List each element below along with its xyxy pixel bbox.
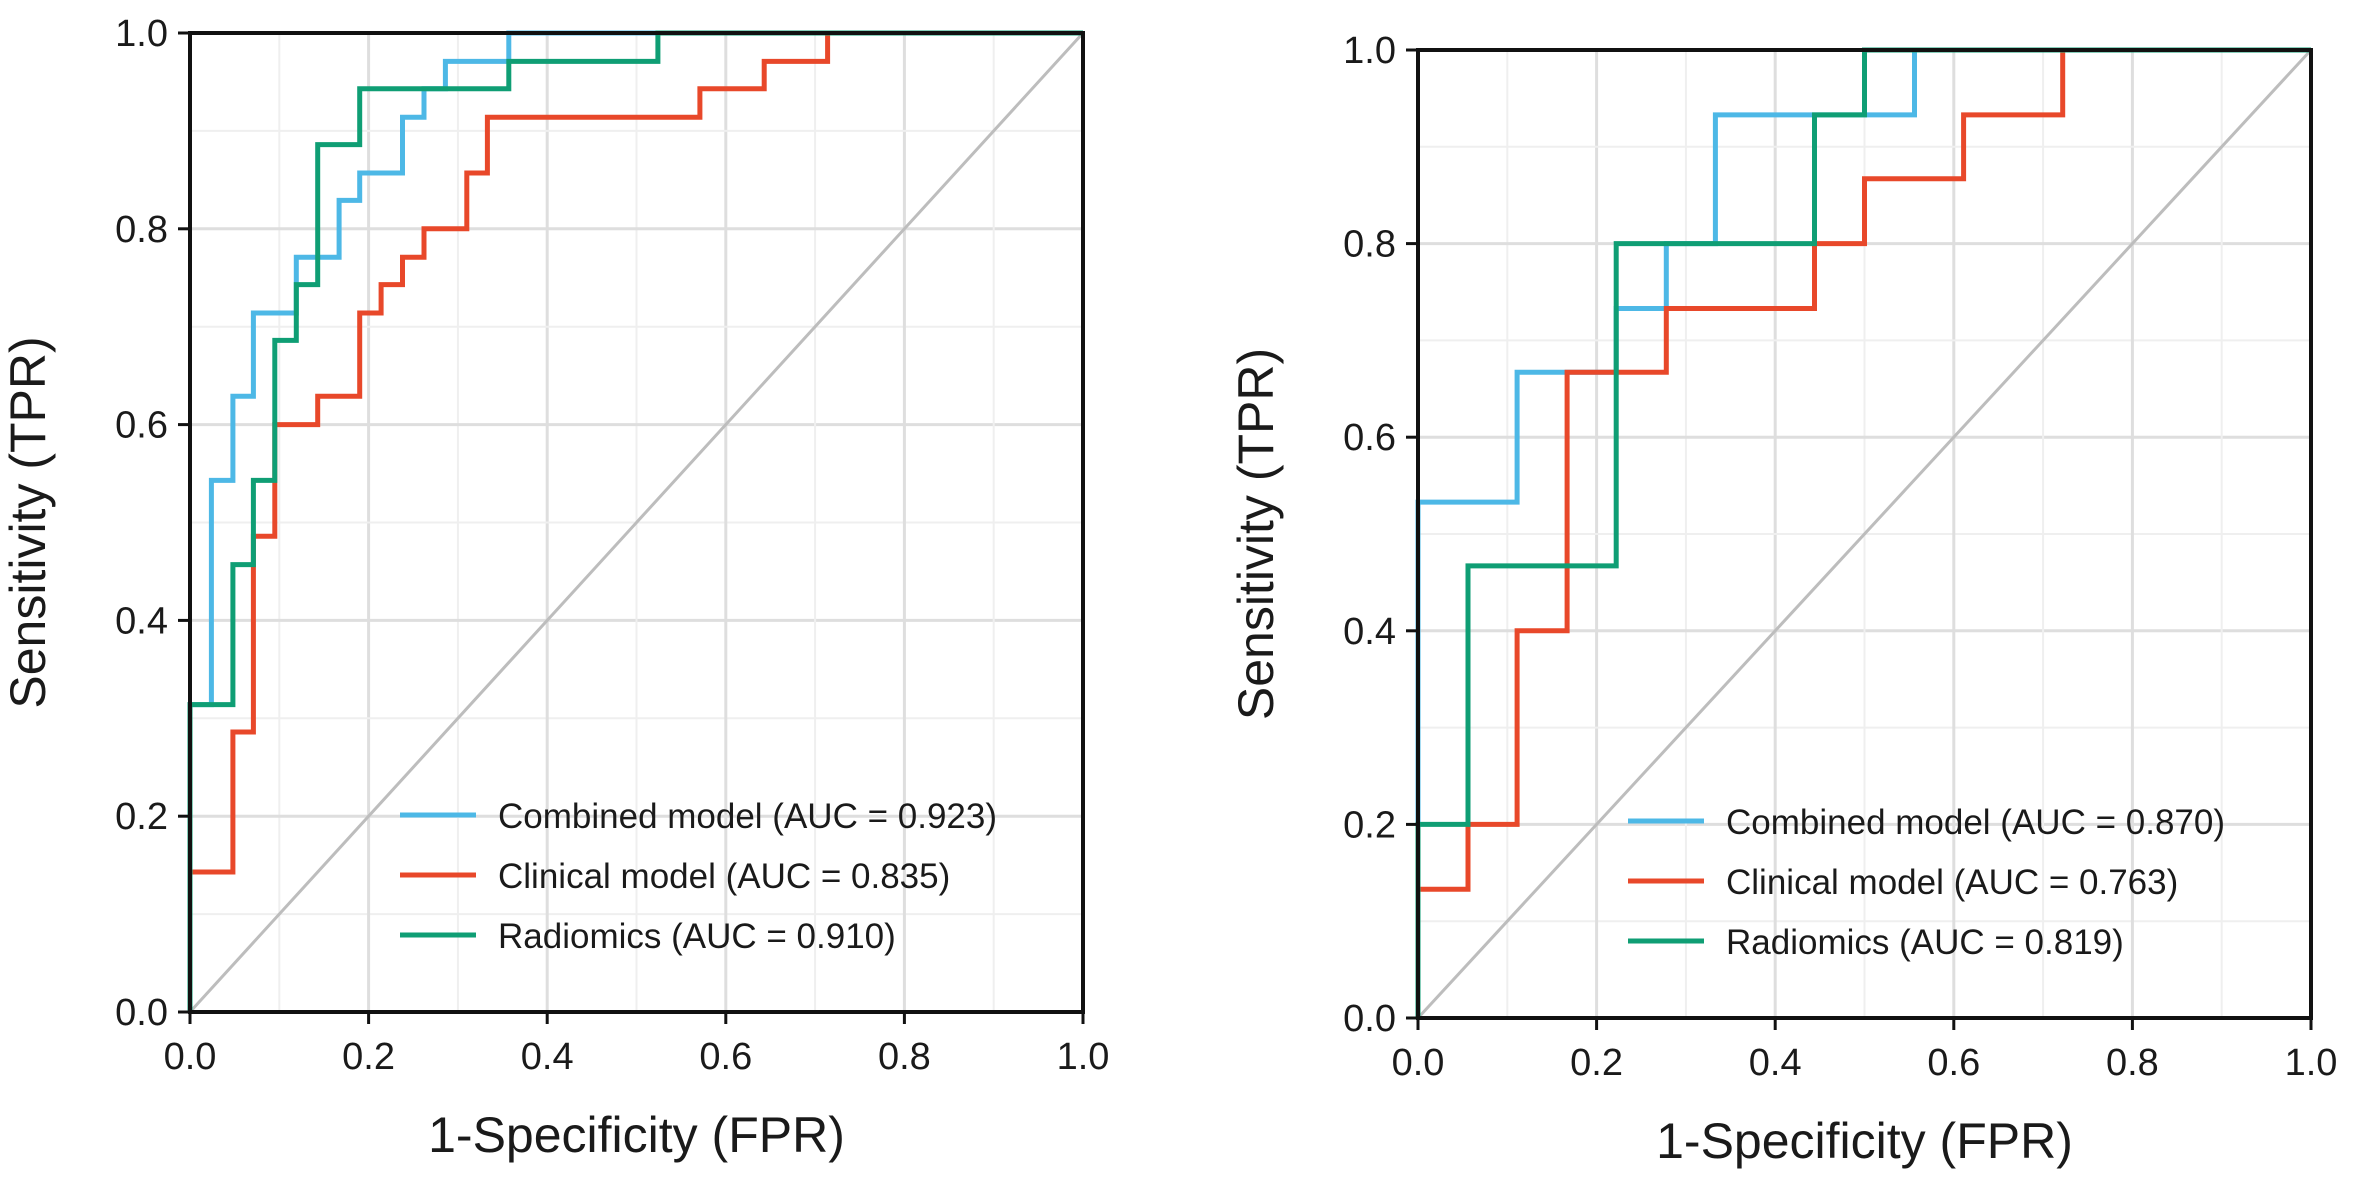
panel-1-legend: Combined model (AUC = 0.923) Clinical mod… (400, 797, 997, 956)
panel-1-x-tick-label-1: 0.2 (342, 1036, 395, 1078)
panel-1-series-line-1 (187, 30, 1083, 1012)
panel-1-y-tick-label-5: 1.0 (115, 13, 168, 55)
panel-2-x-tick-label-0: 0.0 (1392, 1042, 1445, 1084)
panel-2-x-tick-label-2: 0.4 (1749, 1042, 1802, 1084)
panel-2-y-tick-label-5: 1.0 (1343, 30, 1396, 72)
panel-1-legend-label-2: Clinical model (AUC = 0.835) (498, 857, 950, 896)
panel-1-x-tick-label-2: 0.4 (521, 1036, 574, 1078)
panel-1-legend-label-1: Combined model (AUC = 0.923) (498, 797, 997, 836)
panel-2-legend-label-3: Radiomics (AUC = 0.819) (1726, 923, 2124, 962)
panel-1-y-tick-label-0: 0.0 (115, 992, 168, 1034)
panel-2-x-tick-label-5: 1.0 (2285, 1042, 2338, 1084)
panel-2-y-tick-label-1: 0.2 (1343, 804, 1396, 846)
panel-1-x-tick-label-0: 0.0 (164, 1036, 217, 1078)
panel-1-axes-frame (188, 31, 1085, 1014)
panel-1-x-tick-label-4: 0.8 (878, 1036, 931, 1078)
panel-2-x-axis-label: 1-Specificity (FPR) (1656, 1113, 2073, 1169)
panel-2-series-line-2 (1415, 47, 2311, 1018)
panel-1-x-tick-label-3: 0.6 (699, 1036, 752, 1078)
panel-2-y-tick-label-0: 0.0 (1343, 998, 1396, 1040)
panel-2-legend-label-2: Clinical model (AUC = 0.763) (1726, 863, 2178, 902)
panel-1-y-tick-label-3: 0.6 (115, 405, 168, 447)
panel-2-legend-label-1: Combined model (AUC = 0.870) (1726, 803, 2225, 842)
panel-2-y-tick-label-3: 0.6 (1343, 417, 1396, 459)
panel-2-legend: Combined model (AUC = 0.870) Clinical mod… (1628, 803, 2225, 962)
panel-1: 0.0 0.2 0.4 0.6 0.8 1.0 0.0 0.2 0.4 0.6 0.8 1.0 1-Sp… (0, 13, 1109, 1163)
panel-2-x-tick-label-3: 0.6 (1927, 1042, 1980, 1084)
panel-2-y-tick-label-2: 0.4 (1343, 611, 1396, 653)
panel-2-x-tick-label-4: 0.8 (2106, 1042, 2159, 1084)
panel-1-y-tick-label-1: 0.2 (115, 796, 168, 838)
panel-2-y-axis-label: Sensitivity (TPR) (1228, 348, 1284, 720)
panel-2-x-tick-label-1: 0.2 (1570, 1042, 1623, 1084)
panel-1-series-line-2 (187, 30, 1083, 1012)
panel-2-axes-frame (1416, 48, 2313, 1020)
panel-2-y-tick-label-4: 0.8 (1343, 224, 1396, 266)
panel-2: 0.0 0.2 0.4 0.6 0.8 1.0 0.0 0.2 0.4 0.6 0.8 1.0 1-Sp… (1228, 30, 2337, 1169)
panel-1-y-axis-label: Sensitivity (TPR) (0, 336, 56, 708)
panel-1-x-axis-label: 1-Specificity (FPR) (428, 1107, 845, 1163)
panel-1-x-tick-label-5: 1.0 (1057, 1036, 1110, 1078)
panel-1-y-tick-label-2: 0.4 (115, 600, 168, 642)
panel-1-series-line-3 (187, 30, 1083, 1012)
panel-1-diagonal-reference (188, 31, 1085, 1014)
panel-2-series-line-3 (1415, 47, 2311, 1018)
panel-1-legend-label-3: Radiomics (AUC = 0.910) (498, 917, 896, 956)
panel-1-y-tick-label-4: 0.8 (115, 209, 168, 251)
panel-2-diagonal-reference (1416, 48, 2313, 1020)
